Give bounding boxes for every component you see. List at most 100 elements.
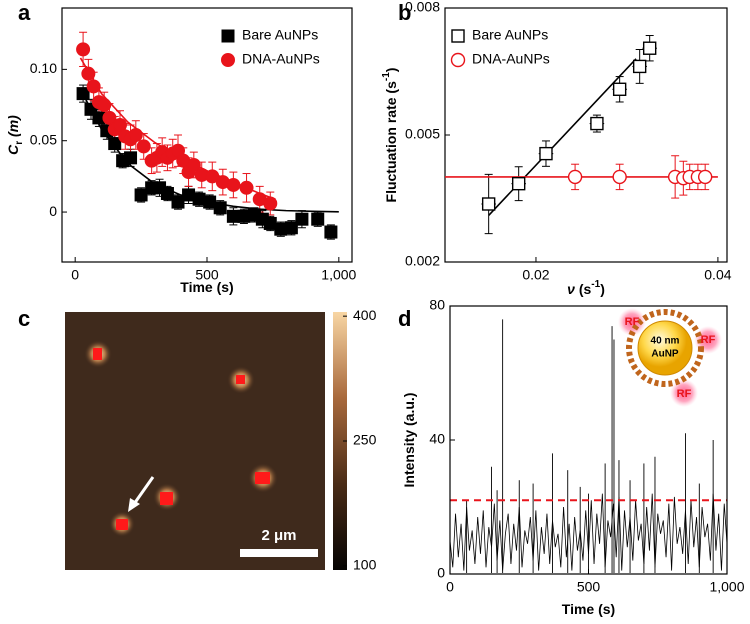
x-tick-label: 1,000 (709, 579, 744, 595)
marker (213, 201, 227, 215)
x-tick-label: 500 (195, 267, 219, 283)
axis-label-part: Time (s) (180, 279, 233, 295)
localization (255, 472, 270, 484)
x-tick-label: 0.02 (522, 267, 549, 283)
axis-label: ν (s-1) (567, 279, 605, 297)
marker (76, 42, 91, 57)
glow (670, 379, 698, 407)
fit-line (79, 88, 339, 213)
axis-label: Fluctuation rate (s-1) (381, 68, 399, 203)
marker (160, 187, 174, 201)
marker (612, 82, 627, 96)
nanoparticle-inset: 40 nm AuNP RF RF RF (618, 308, 722, 407)
marker (81, 66, 96, 81)
marker (324, 225, 338, 239)
marker (128, 128, 143, 142)
marker (124, 151, 138, 165)
marker (612, 169, 627, 185)
marker (295, 212, 309, 226)
localization (160, 492, 173, 505)
marker (134, 188, 148, 202)
panel-label: b (398, 0, 411, 25)
localizations (93, 348, 270, 530)
colorbar (333, 312, 347, 570)
axis-label-part: ) (600, 281, 605, 297)
y-tick-label: 0.008 (405, 0, 440, 15)
colorbar-tick-label: 100 (353, 557, 377, 573)
marker (632, 59, 647, 74)
legend-label: Bare AuNPs (242, 27, 318, 43)
legend-label: DNA-AuNPs (472, 51, 550, 67)
dna-shell (626, 309, 704, 387)
gold-core (637, 320, 693, 376)
rf-label: RF (677, 388, 692, 400)
axis-label: Intensity (a.u.) (401, 393, 417, 488)
axis-label-part: Fluctuation rate (s (383, 81, 399, 203)
panel-label: a (18, 0, 31, 25)
localization (116, 519, 128, 530)
axis-label-part: -1 (381, 72, 392, 81)
legend-marker (221, 29, 235, 43)
x-tick-label: 0 (71, 267, 79, 283)
axis-label-part: ) (383, 68, 399, 73)
marker (113, 118, 127, 133)
rf-label: RF (625, 316, 640, 328)
marker (226, 177, 241, 192)
panel-label: d (398, 306, 411, 331)
marker (86, 79, 101, 94)
y-tick-label: 0 (49, 203, 57, 219)
axis-label-part: -1 (591, 279, 600, 290)
x-tick-label: 1,000 (321, 267, 356, 283)
marker (511, 176, 526, 191)
marker (186, 157, 201, 172)
marker (171, 195, 185, 209)
localization (93, 348, 102, 360)
marker (108, 137, 122, 151)
y-tick-label: 40 (429, 431, 445, 447)
marker (102, 110, 117, 125)
legend-marker (450, 52, 466, 68)
micrograph: 2 μm (65, 312, 347, 570)
y-tick-label: 0.05 (30, 131, 57, 147)
marker (239, 180, 254, 195)
marker (590, 116, 604, 131)
marker (642, 41, 657, 55)
y-tick-label: 0 (437, 565, 445, 581)
axis-label-part: (s (575, 281, 592, 297)
axis-label: Cr (m) (5, 115, 25, 155)
marker (263, 196, 278, 211)
axis-label-part: Intensity (a.u.) (401, 393, 417, 488)
axis-label-part: r (14, 141, 25, 145)
arrow-head (128, 498, 140, 512)
x-tick-label: 500 (577, 579, 601, 595)
scale-bar-label: 2 μm (261, 527, 296, 544)
axis-label: Time (s) (562, 601, 615, 617)
fit-line (488, 58, 637, 216)
marker (539, 146, 553, 161)
marker (136, 139, 151, 154)
legend-marker (451, 29, 465, 43)
y-tick-label: 0.002 (405, 253, 440, 269)
y-tick-label: 0.10 (30, 60, 57, 76)
plot-frame (444, 7, 728, 263)
x-tick-label: 0.04 (704, 267, 731, 283)
axis-label-part: ν (567, 281, 575, 297)
axis-label-part: (m) (5, 115, 21, 141)
axis-label-part: C (5, 144, 21, 155)
marker (481, 197, 496, 211)
localization (236, 375, 245, 384)
x-tick-label: 0 (446, 579, 454, 595)
y-tick-label: 80 (429, 297, 445, 313)
colorbar-tick-label: 400 (353, 307, 377, 323)
arrow-shaft (132, 476, 155, 505)
colorbar-tick-label: 250 (353, 432, 377, 448)
legend-label: Bare AuNPs (472, 27, 548, 43)
legend-marker (221, 53, 235, 67)
axis-label-part: Time (s) (562, 601, 615, 617)
panel-label: c (18, 306, 30, 331)
y-tick-label: 0.005 (405, 126, 440, 142)
marker (76, 87, 90, 101)
marker (697, 169, 713, 185)
axis-label: Time (s) (180, 279, 233, 295)
